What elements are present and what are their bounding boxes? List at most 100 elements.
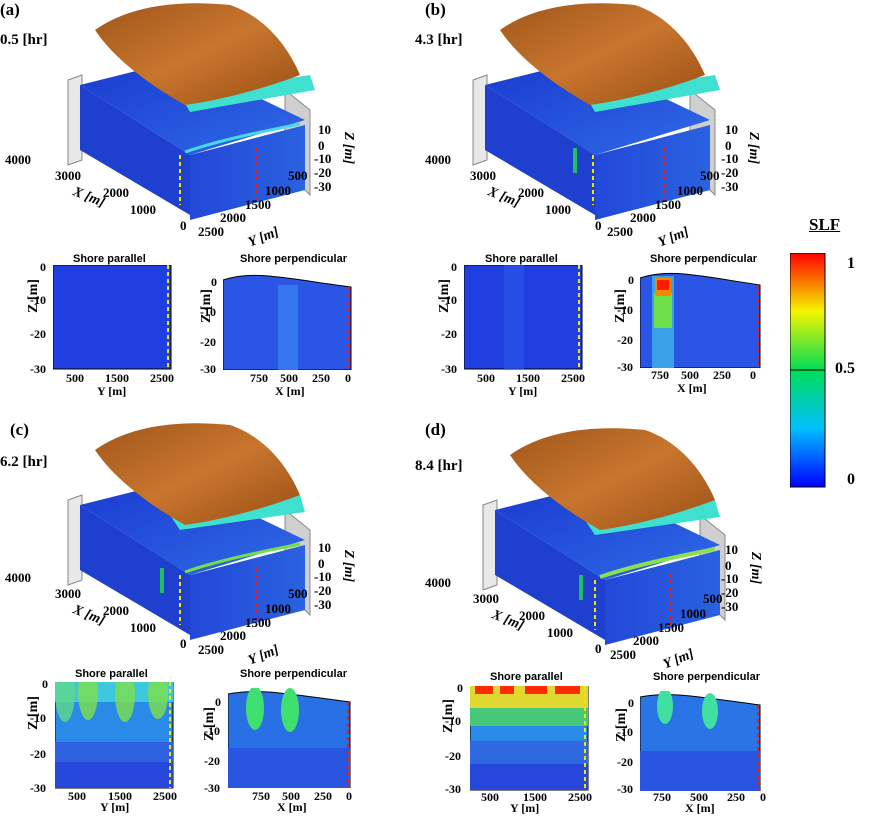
y-tick: 1500: [245, 197, 271, 212]
x-tick: 3000: [55, 586, 81, 601]
colorbar: SLF 1 0.5 0: [785, 215, 865, 495]
panel-label: (b): [425, 0, 446, 19]
x-axis-title: X [m]: [275, 384, 305, 398]
x-tick: 1000: [130, 620, 156, 635]
perpendicular-title: Shore perpendicular: [240, 668, 347, 680]
parallel-title: Shore parallel: [490, 671, 563, 683]
y-tick: 1000: [265, 183, 291, 198]
perpendicular-section: [228, 688, 351, 788]
y-tick: 1500: [245, 615, 271, 630]
z-tick: -20: [721, 165, 739, 180]
x-tick: 3000: [55, 168, 81, 183]
perpendicular-section: [223, 274, 352, 370]
y-axis-title: Y [m]: [100, 800, 130, 814]
y-tick: 2500: [568, 790, 592, 804]
x-tick: 500: [690, 790, 708, 804]
terrain-surface: [95, 3, 300, 106]
z-tick: -10: [721, 151, 739, 166]
x-tick: 2000: [518, 185, 544, 200]
x-tick: 1000: [130, 202, 156, 217]
z-tick: -30: [617, 782, 633, 796]
x-tick: 750: [651, 368, 669, 382]
x-tick: 0: [760, 790, 766, 804]
z-axis-title: Z [m]: [612, 289, 628, 323]
y-tick: 500: [477, 371, 495, 385]
time-label: 6.2 [hr]: [0, 454, 48, 470]
block-3d-diagram: [472, 3, 720, 220]
z-axis-title: Z [m]: [25, 279, 41, 313]
x-tick: 2000: [519, 608, 545, 623]
aquifer-left: [80, 85, 190, 215]
z-tick: -20: [314, 165, 332, 180]
x-tick: 0: [595, 218, 602, 233]
y-tick: 1500: [108, 789, 132, 803]
z-axis-title: Z [m]: [198, 289, 214, 323]
z-tick: -10: [441, 293, 457, 307]
x-tick: 4000: [425, 152, 451, 167]
panel-d: (d) 8.4 [hr] 4000 3000 2000 1000 0 X [m]…: [415, 420, 815, 816]
x-axis-title: X [m]: [277, 800, 307, 814]
x-tick: 500: [280, 371, 298, 385]
x-tick: 0: [595, 641, 602, 656]
x-tick: 500: [681, 368, 699, 382]
z-tick: 0: [211, 275, 217, 289]
z-tick: 10: [318, 122, 331, 137]
z-tick: -10: [445, 714, 461, 728]
z-tick: -20: [204, 754, 220, 768]
parallel-section: [470, 686, 589, 791]
z-tick: -10: [200, 305, 216, 319]
z-tick: -30: [441, 362, 457, 376]
parallel-title: Shore parallel: [485, 253, 558, 265]
y-tick: 1000: [680, 606, 706, 621]
x-tick: 4000: [425, 575, 451, 590]
x-tick: 2000: [103, 603, 129, 618]
y-tick: 2000: [630, 210, 656, 225]
x-tick: 250: [727, 790, 745, 804]
perpendicular-title: Shore perpendicular: [650, 253, 757, 265]
y-tick: 2500: [610, 647, 636, 662]
y-tick: 1000: [677, 183, 703, 198]
z-tick: -10: [617, 725, 633, 739]
z-tick: -20: [617, 333, 633, 347]
z-tick: 0: [725, 138, 732, 153]
z-tick: -30: [200, 362, 216, 376]
z-tick: 0: [451, 260, 457, 274]
z-tick: -10: [30, 711, 46, 725]
y-tick: 500: [288, 168, 308, 183]
panel-label: (d): [425, 420, 446, 439]
z-tick: 0: [457, 681, 463, 695]
water-plane: [180, 75, 315, 112]
z-axis-title: Z [m]: [613, 708, 629, 742]
z-tick: 0: [40, 260, 46, 274]
x-axis-title: X [m]: [685, 801, 715, 815]
z-tick: -20: [30, 327, 46, 341]
y-tick: 2000: [220, 628, 246, 643]
z-tick: -10: [314, 151, 332, 166]
z-tick: -20: [721, 585, 739, 600]
y-axis-title: Y [m]: [97, 384, 127, 398]
z-tick: 0: [318, 138, 325, 153]
z-tick: -10: [617, 303, 633, 317]
z-tick: 0: [628, 273, 634, 287]
y-tick: 1500: [105, 371, 129, 385]
block-3d-diagram: [67, 3, 315, 220]
time-label: 8.4 [hr]: [415, 458, 463, 474]
colorbar-tick: 0.5: [835, 360, 855, 377]
y-tick: 2500: [150, 371, 174, 385]
parallel-title: Shore parallel: [73, 253, 146, 265]
z-tick: 10: [318, 540, 331, 555]
z-tick: -30: [30, 781, 46, 795]
colorbar-tick: 1: [847, 255, 855, 272]
aquifer-front: [190, 125, 305, 220]
z-axis-title: Z [m]: [746, 131, 762, 165]
colorbar-tick: 0: [847, 471, 855, 488]
y-tick: 1500: [516, 371, 540, 385]
x-tick: 4000: [5, 152, 31, 167]
z-tick: 10: [725, 122, 738, 137]
colorbar-title: SLF: [809, 215, 841, 234]
z-tick: 0: [215, 695, 221, 709]
z-axis-title: Z [m]: [341, 131, 357, 165]
y-tick: 500: [700, 168, 720, 183]
x-tick: 0: [345, 371, 351, 385]
x-tick: 500: [282, 789, 300, 803]
